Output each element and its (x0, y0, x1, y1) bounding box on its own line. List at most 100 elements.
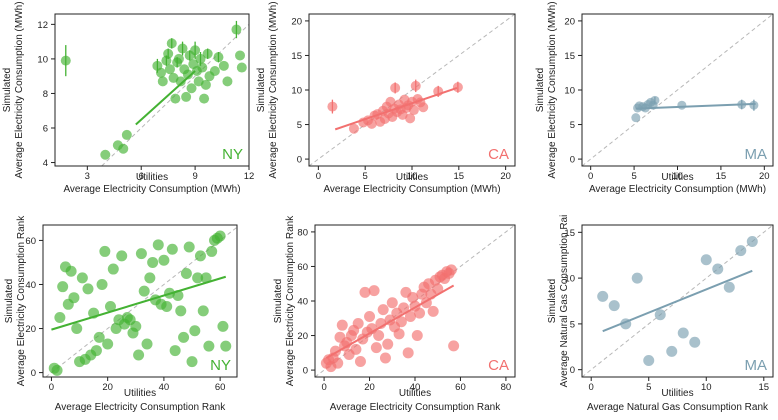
data-point (666, 345, 678, 357)
x-tick-label: 20 (759, 171, 770, 182)
data-point (427, 305, 439, 317)
region-label: CA (488, 357, 509, 374)
data-point (166, 243, 178, 255)
data-point (116, 250, 128, 262)
data-point (178, 331, 190, 343)
panel-ma-natural-gas-rank: 0 5 10 15 0 5 10 15 Utilities Average Natural Gas… (547, 215, 774, 413)
x-axis-label-line-1: Utilities (661, 388, 693, 399)
data-point (135, 248, 147, 260)
x-tick-label: 0 (321, 382, 326, 393)
data-point (377, 304, 389, 316)
data-point (712, 263, 724, 275)
data-point (197, 305, 209, 317)
data-point (448, 340, 460, 352)
identity-diagonal (582, 14, 773, 166)
data-point (354, 355, 366, 367)
region-label: NY (222, 146, 243, 163)
x-tick-label: 9 (192, 171, 197, 182)
x-tick-label: 20 (500, 171, 511, 182)
x-tick-label: 5 (646, 382, 651, 393)
data-point (220, 340, 232, 352)
data-point (163, 48, 174, 59)
data-point (169, 345, 181, 357)
data-point (195, 53, 206, 64)
data-point (130, 320, 142, 332)
data-point (68, 292, 80, 304)
data-point (405, 113, 416, 124)
data-point (393, 328, 405, 340)
data-point (175, 305, 187, 317)
data-point (200, 272, 212, 284)
y-axis-label-line-2: Average Electricity Consumption (MWh) (547, 1, 558, 178)
data-point (173, 53, 184, 64)
data-point (186, 356, 198, 368)
panel-ca-rank: 0 20 40 60 80 0 20 40 60 80 Utilities Average Elect… (273, 215, 516, 413)
data-point (390, 82, 401, 93)
data-point (348, 123, 359, 134)
data-point (157, 76, 168, 87)
x-tick-label: 3 (85, 171, 90, 182)
x-tick-label: 20 (364, 382, 375, 393)
y-tick-label: 5 (570, 120, 575, 131)
data-point (190, 45, 201, 56)
data-point (366, 118, 377, 129)
data-point (181, 91, 192, 102)
data-point (100, 149, 111, 160)
data-point (643, 355, 655, 367)
data-point (197, 62, 208, 73)
y-axis-label-line-2: Average Electricity Consumption (MWh) (268, 1, 279, 178)
x-axis-label-line-1: Utilities (136, 172, 168, 183)
x-tick-label: 10 (701, 382, 712, 393)
y-tick-label: 0 (570, 365, 575, 376)
y-tick-label: 60 (25, 236, 36, 247)
data-point (138, 285, 150, 297)
x-tick-label: 0 (589, 382, 594, 393)
y-tick-label: 60 (297, 262, 308, 273)
data-point (107, 263, 119, 275)
data-point (65, 265, 77, 277)
data-point (395, 316, 407, 328)
data-point (402, 347, 414, 359)
y-axis-label-line-1: Simulated (547, 279, 558, 323)
x-tick-label: 5 (631, 171, 636, 182)
y-tick-label: 0 (297, 155, 302, 166)
x-tick-label: 12 (244, 171, 255, 182)
data-point (71, 323, 83, 335)
data-point (164, 64, 175, 75)
data-point (209, 66, 220, 76)
data-point (189, 325, 201, 337)
y-tick-label: 15 (564, 51, 575, 62)
data-point (689, 336, 701, 348)
y-tick-label: 5 (570, 319, 575, 330)
x-tick-label: 10 (407, 171, 418, 182)
data-point (54, 312, 66, 324)
data-point (121, 129, 132, 140)
x-tick-label: 0 (316, 171, 321, 182)
data-point (175, 76, 186, 87)
x-tick-label: 60 (455, 382, 466, 393)
x-tick-label: 40 (159, 382, 170, 393)
region-label: NY (210, 357, 231, 374)
y-tick-label: 80 (297, 227, 308, 238)
data-point (202, 48, 213, 59)
data-point (158, 254, 170, 266)
x-tick-label: 15 (716, 171, 727, 182)
data-point (370, 342, 382, 354)
data-point (735, 245, 747, 257)
y-axis-label-line-1: Simulated (4, 279, 15, 323)
data-point (155, 67, 166, 78)
y-axis-label-line-2: Average Natural Gas Consumption Rai (559, 215, 570, 388)
data-point (231, 24, 242, 35)
data-point (57, 281, 69, 293)
data-point (147, 256, 159, 268)
data-point (327, 101, 338, 112)
data-point (180, 267, 192, 279)
panel-ny-rank: 0 20 40 60 0 20 40 60 Utilities Average Electrici… (4, 215, 238, 413)
x-axis-label-line-2: Average Electricity Consumption (MWh) (323, 184, 500, 195)
y-tick-label: 0 (570, 155, 575, 166)
data-point (170, 93, 181, 104)
region-label: CA (488, 146, 509, 163)
data-point (364, 311, 376, 323)
y-tick-label: 6 (43, 124, 48, 135)
data-point (51, 364, 63, 376)
